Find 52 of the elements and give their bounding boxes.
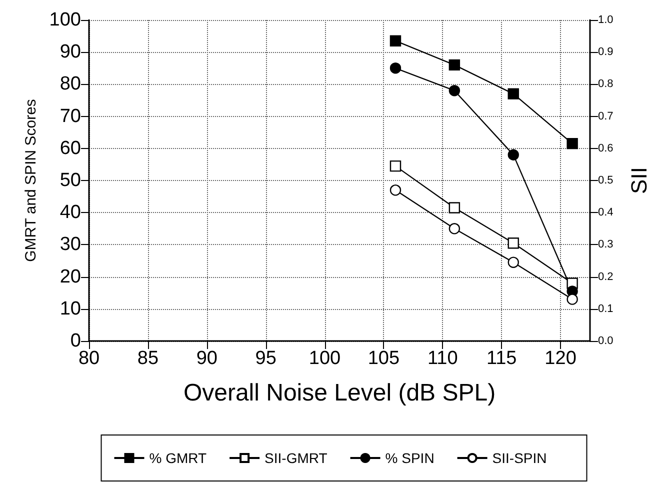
point bbox=[390, 184, 402, 196]
x-tick-label: 80 bbox=[78, 348, 100, 369]
y-tick-label: 100 bbox=[49, 10, 81, 30]
point bbox=[508, 237, 519, 249]
legend-label: SII-SPIN bbox=[492, 450, 547, 466]
y-tick-label: 10 bbox=[60, 298, 81, 320]
y-tick-label: 40 bbox=[60, 202, 81, 224]
x-tick-label: 120 bbox=[544, 348, 576, 369]
legend-label: % SPIN bbox=[385, 450, 434, 466]
legend-label: SII-GMRT bbox=[264, 450, 328, 466]
point bbox=[508, 88, 519, 100]
point bbox=[448, 59, 460, 71]
point bbox=[448, 223, 460, 234]
y-tick-label: 30 bbox=[60, 234, 81, 256]
y-tick-label: 60 bbox=[60, 138, 81, 159]
point bbox=[566, 138, 578, 150]
y2-tick-label: 0.3 bbox=[598, 238, 614, 251]
x-tick-label: 100 bbox=[308, 348, 341, 369]
y-tick-label: 0 bbox=[70, 330, 81, 352]
y-tick-label: 80 bbox=[60, 74, 81, 95]
point bbox=[390, 62, 402, 74]
y2-tick-label: 0.8 bbox=[598, 78, 614, 90]
point bbox=[390, 35, 402, 46]
x-tick-label: 85 bbox=[137, 348, 159, 369]
point bbox=[508, 149, 519, 160]
point bbox=[448, 202, 460, 214]
x-tick-label: 95 bbox=[255, 348, 276, 369]
y2-tick-label: 0.7 bbox=[598, 110, 614, 122]
y-tick-label: 90 bbox=[60, 42, 81, 63]
y2-axis-title: SII bbox=[626, 167, 652, 194]
y-tick-label: 70 bbox=[60, 106, 81, 127]
point bbox=[448, 85, 460, 96]
point bbox=[390, 160, 402, 172]
x-tick-label: 110 bbox=[428, 348, 458, 369]
point bbox=[508, 256, 519, 268]
x-tick-label: 115 bbox=[486, 348, 517, 369]
point bbox=[566, 294, 578, 305]
y2-tick-label: 1.0 bbox=[598, 14, 614, 26]
legend-label: % GMRT bbox=[149, 450, 207, 466]
y2-tick-label: 0.2 bbox=[598, 270, 614, 283]
x-axis-title: Overall Noise Level (dB SPL) bbox=[183, 380, 496, 406]
y2-tick-label: 0.5 bbox=[598, 174, 614, 186]
y-axis-title: GMRT and SPIN Scores bbox=[22, 99, 40, 262]
y-tick-label: 20 bbox=[60, 266, 81, 288]
y2-tick-label: 0.4 bbox=[598, 206, 614, 219]
x-tick-label: 105 bbox=[368, 348, 400, 369]
y2-tick-label: 0.1 bbox=[598, 302, 614, 315]
y2-tick-label: 0.6 bbox=[598, 142, 614, 154]
x-tick-label: 90 bbox=[196, 348, 218, 369]
y-tick-label: 50 bbox=[60, 170, 81, 191]
y2-tick-label: 0.9 bbox=[598, 46, 614, 58]
y2-tick-label: 0.0 bbox=[598, 335, 614, 347]
